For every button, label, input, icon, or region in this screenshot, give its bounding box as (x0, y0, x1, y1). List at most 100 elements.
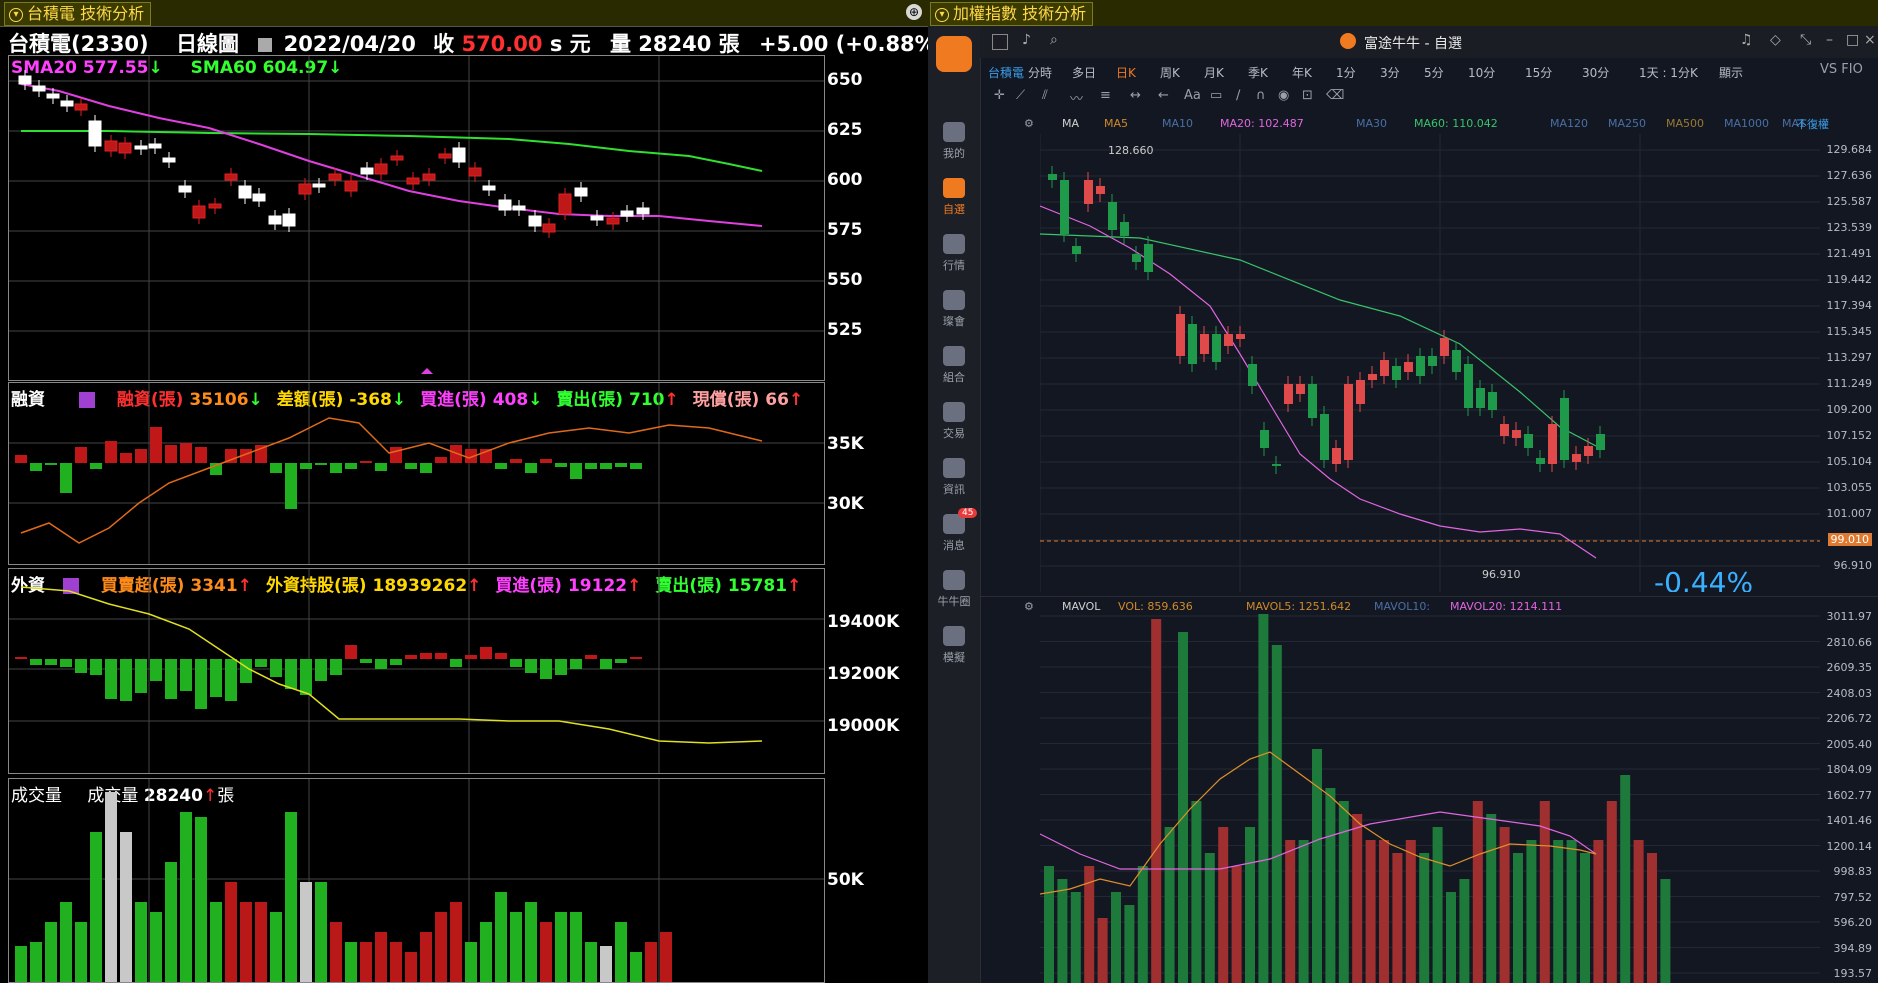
layout-icon[interactable] (992, 34, 1008, 50)
price-candle (268, 215, 282, 225)
legend-item-value: 408 (492, 390, 529, 410)
ma-item[interactable]: MA10 (1162, 117, 1194, 130)
period-tab[interactable]: 多日 (1072, 66, 1097, 80)
sidebar-item-9[interactable]: 模擬 (928, 626, 980, 665)
arrow-tool-icon[interactable]: ← (1158, 88, 1169, 103)
ma-label[interactable]: MA (1062, 117, 1080, 130)
volume-bar-right (1446, 892, 1456, 983)
period-tab[interactable]: 10分 (1468, 66, 1496, 80)
sidebar-item-4[interactable]: 組合 (928, 346, 980, 385)
comment-tool-icon[interactable]: ▭ (1210, 88, 1223, 103)
kline-candle (1356, 380, 1365, 404)
maximize-icon[interactable]: □ (1846, 32, 1860, 48)
period-tab[interactable]: 15分 (1525, 66, 1553, 80)
period-tab[interactable]: 分時 (1028, 66, 1053, 80)
ma-item[interactable]: MA5 (1104, 117, 1129, 130)
ma-item[interactable]: MA20: 102.487 (1220, 117, 1304, 130)
foreign-bar (315, 659, 327, 681)
mavol-item[interactable]: MAVOL5: 1251.642 (1246, 600, 1352, 613)
lock-icon[interactable]: ⊡ (1302, 88, 1313, 103)
measure-tool-icon[interactable]: ↔ (1130, 88, 1141, 103)
volume-bar-right (1486, 814, 1497, 983)
sidebar-item-7[interactable]: 消息 45 (928, 508, 980, 553)
price-candle (590, 215, 604, 221)
sidebar-item-1[interactable]: 自選 (928, 178, 980, 217)
sidebar-item-0[interactable]: 我的 (928, 122, 980, 161)
stock-tab[interactable]: 台積電 (988, 66, 1025, 80)
sidebar-item-2[interactable]: 行情 (928, 234, 980, 273)
dropdown-icon[interactable]: ▾ (9, 8, 23, 22)
wave-tool-icon[interactable]: 〰 (1070, 92, 1084, 107)
zoom-icon[interactable]: ⊕ (906, 4, 922, 20)
vs-label[interactable]: VS FIO (1820, 62, 1863, 77)
crosshair-icon[interactable]: ✛ (994, 88, 1005, 103)
period-tab[interactable]: 1天 : 1分K (1639, 66, 1698, 80)
ma-item[interactable]: MA250 (1608, 117, 1647, 130)
volume-y-tick: 394.89 (1833, 941, 1873, 955)
kline-candle (1464, 364, 1473, 408)
ma-item[interactable]: MA60: 110.042 (1414, 117, 1498, 130)
period-tab[interactable]: 顯示 (1719, 66, 1744, 80)
minimize-icon[interactable]: – (1826, 32, 1833, 48)
kline-candle (1380, 360, 1389, 376)
adjust-mode[interactable]: 不復權 (1796, 118, 1829, 131)
foreign-bar (525, 659, 537, 673)
brush-tool-icon[interactable]: ∕ (1236, 88, 1241, 103)
left-tab[interactable]: ▾ 台積電 技術分析 (4, 2, 152, 26)
headset-icon[interactable]: ♫ (1740, 32, 1753, 48)
price-chart (9, 56, 824, 380)
ma-item[interactable]: MA1000 (1724, 117, 1770, 130)
magnet-icon[interactable]: ∩ (1256, 88, 1266, 103)
ma-item[interactable]: MA1 (1782, 117, 1807, 130)
volume-value: 28240 (143, 786, 203, 806)
margin-bar (315, 463, 327, 465)
period-tab[interactable]: 1分 (1336, 66, 1356, 80)
kline-candle (1404, 362, 1413, 372)
volume-bar-right (1553, 840, 1564, 983)
text-tool-icon[interactable]: Aa (1184, 88, 1201, 103)
down-arrow-icon: ↓ (248, 390, 263, 410)
list-icon[interactable] (62, 578, 79, 594)
period-tab[interactable]: 日K (1116, 66, 1136, 80)
price-candle (32, 85, 46, 92)
period-tab[interactable]: 月K (1204, 66, 1224, 80)
foreign-bar (300, 659, 312, 695)
mavol-item[interactable]: MAVOL10: (1374, 600, 1431, 613)
bell-icon[interactable]: ♪ (1022, 32, 1031, 48)
dropdown-icon[interactable]: ▾ (935, 8, 949, 22)
mavol-item[interactable]: VOL: 859.636 (1118, 600, 1193, 613)
fib-tool-icon[interactable]: ≡ (1100, 88, 1111, 103)
eye-icon[interactable]: ◉ (1278, 88, 1290, 103)
trash-icon[interactable]: ⌫ (1326, 88, 1345, 103)
list-icon[interactable] (78, 392, 95, 408)
period-tab[interactable]: 5分 (1424, 66, 1444, 80)
sidebar-item-5[interactable]: 交易 (928, 402, 980, 441)
app-logo-icon (936, 36, 972, 72)
right-tab[interactable]: ▾ 加權指數 技術分析 (930, 2, 1094, 26)
period-tab[interactable]: 年K (1292, 66, 1312, 80)
ma-item[interactable]: MA30 (1356, 117, 1388, 130)
kline-candle (1144, 244, 1153, 272)
sidebar-item-3[interactable]: 璨會 (928, 290, 980, 329)
shirt-icon[interactable]: ◇ (1770, 32, 1781, 48)
ma-item[interactable]: MA500 (1666, 117, 1705, 130)
period-tab[interactable]: 30分 (1582, 66, 1610, 80)
menu-toggle-icon[interactable] (258, 38, 273, 52)
close-icon[interactable]: × (1864, 32, 1876, 48)
mavol-item[interactable]: MAVOL20: 1214.111 (1450, 600, 1563, 613)
settings-icon[interactable]: ⚙ (1024, 600, 1034, 613)
ma-item[interactable]: MA120 (1550, 117, 1589, 130)
period-tab[interactable]: 3分 (1380, 66, 1400, 80)
margin-bar (225, 449, 237, 463)
period-tab[interactable]: 季K (1248, 66, 1268, 80)
settings-icon[interactable]: ⚙ (1024, 117, 1034, 130)
sidebar-item-8[interactable]: 牛牛圈 (928, 570, 980, 609)
mavol-label[interactable]: MAVOL (1062, 600, 1101, 613)
channel-tool-icon[interactable]: ⫽ (1042, 88, 1048, 103)
shrink-icon[interactable]: ⤡ (1800, 32, 1812, 48)
search-icon[interactable]: ⌕ (1050, 32, 1058, 48)
line-tool-icon[interactable]: ⟋ (1016, 88, 1026, 103)
sidebar-item-6[interactable]: 資訊 (928, 458, 980, 497)
period-tab[interactable]: 周K (1160, 66, 1180, 80)
kline-candle (1368, 374, 1377, 380)
